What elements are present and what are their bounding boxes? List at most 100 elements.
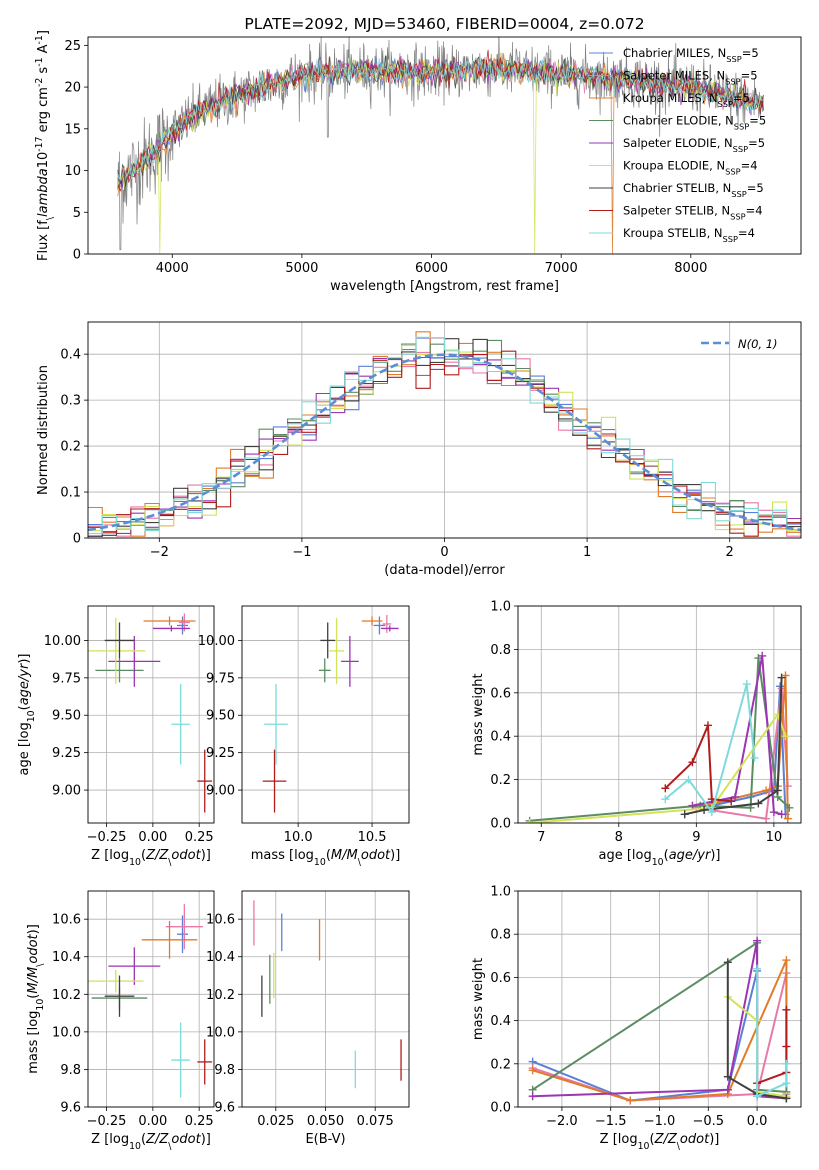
x-tick-label: −0.25	[87, 830, 127, 845]
x-axis-label: E(B-V)	[305, 1132, 345, 1147]
y-tick-label: 10.0	[206, 1025, 235, 1040]
y-tick-label: 9.00	[52, 784, 81, 799]
y-tick-label: 10.2	[52, 988, 81, 1003]
legend-entry: Chabrier MILES, NSSP=5	[623, 46, 759, 64]
x-tick-label: 0.050	[307, 1114, 344, 1129]
histogram-step-7	[88, 350, 801, 537]
model-line-8	[117, 57, 764, 182]
axes-frame	[517, 890, 802, 1108]
y-tick-label: 0.8	[490, 928, 511, 943]
overlay: −0.25 0.00 0.25 9.00 9.25 9.50 9.75 10.00 Z [log…	[17, 605, 215, 868]
axes-age-vs-mass: 10.0 10.5 9.00 9.25 9.50 9.75 10.00 mass [log10…	[198, 605, 410, 868]
legend-entry: Kroupa STELIB, NSSP=4	[623, 226, 755, 244]
axes-frame	[87, 605, 215, 824]
x-tick-label: 0.25	[185, 1114, 214, 1129]
errorbar-point	[176, 915, 189, 953]
errorbar-point	[382, 614, 392, 633]
x-tick-label: 9	[692, 830, 700, 845]
y-tick-label: 10.6	[52, 913, 81, 928]
plot-area	[88, 331, 801, 537]
errorbar-point	[108, 635, 161, 687]
y-tick-label: 5	[73, 206, 81, 221]
y-tick-label: 0.2	[490, 773, 511, 788]
y-tick-label: 0.2	[490, 1057, 511, 1072]
weight-marker	[753, 936, 762, 945]
errorbar-point	[262, 749, 287, 813]
errorbar-point	[197, 1039, 213, 1085]
errorbar-point	[152, 625, 190, 632]
overlay: 0.025 0.050 0.075 9.6 9.8 10.0 10.2 10.4 10.6 E(B…	[206, 890, 410, 1147]
y-tick-label: 0.4	[490, 730, 511, 745]
errorbar-point	[143, 616, 196, 626]
overlay: −2.0 −1.5 −1.0 −0.5 0.0 0.0 0.2 0.4 0.6 0.8 1.0 Z […	[471, 885, 802, 1152]
plot-area	[262, 614, 399, 813]
axes-frame	[241, 605, 410, 824]
overlay: 4000 5000 6000 7000 8000 0 5 10 15 20 25 wavelength…	[34, 30, 802, 294]
y-axis-label: mass weight	[471, 673, 486, 755]
weight-line-7	[756, 1009, 788, 1085]
weight-marker	[528, 1066, 537, 1075]
y-tick-label: 15	[64, 122, 81, 137]
x-tick-label: 8	[615, 830, 623, 845]
x-tick-label: 0.075	[357, 1114, 394, 1129]
y-tick-label: 10.4	[206, 950, 235, 965]
legend-entry: Salpeter STELIB, NSSP=4	[623, 204, 763, 222]
y-tick-label: 9.8	[60, 1063, 81, 1078]
y-tick-label: 0.2	[60, 440, 81, 455]
axes-weight-vs-Z: −2.0 −1.5 −1.0 −0.5 0.0 0.0 0.2 0.4 0.6 0.8 1.0 Z […	[471, 885, 802, 1152]
errorbar-point	[165, 904, 203, 950]
weight-marker	[742, 680, 751, 689]
weight-marker	[707, 808, 716, 817]
weight-marker	[528, 1092, 537, 1101]
weight-marker	[700, 805, 709, 814]
weight-marker	[680, 810, 689, 819]
errorbar-point	[380, 625, 399, 632]
overlay: 7 8 9 10 0.0 0.2 0.4 0.6 0.8 1.0 age [log10(age/yr…	[471, 600, 802, 868]
plot-area	[525, 651, 794, 823]
overlay: −2 −1 0 1 2 0 0.1 0.2 0.3 0.4 (data-model)/error No…	[36, 321, 802, 578]
x-axis-label: Z [log10(Z/Z\odot)]	[91, 848, 211, 868]
x-tick-label: 10.0	[284, 830, 313, 845]
axes-weight-vs-age: 7 8 9 10 0.0 0.2 0.4 0.6 0.8 1.0 age [log10(age/yr…	[471, 600, 802, 868]
errorbar-point	[104, 975, 135, 1017]
y-tick-label: 0.6	[490, 971, 511, 986]
weight-marker	[626, 1096, 635, 1105]
x-tick-label: 0.025	[257, 1114, 294, 1129]
weight-marker	[688, 801, 697, 810]
x-tick-label: −0.25	[87, 1114, 127, 1129]
errorbar-point	[141, 921, 198, 959]
y-tick-label: 1.0	[490, 885, 511, 900]
weight-marker	[661, 784, 670, 793]
weight-marker	[773, 786, 782, 795]
chart-title: PLATE=2092, MJD=53460, FIBERID=0004, z=0…	[244, 15, 644, 33]
weight-marker	[777, 673, 786, 682]
model-line-3	[117, 53, 764, 192]
y-tick-label: 0	[73, 532, 81, 547]
plot-area	[88, 904, 213, 1098]
plot-area	[253, 900, 402, 1089]
axes-frame	[87, 890, 215, 1108]
x-tick-label: −2	[150, 545, 169, 560]
legend-entry: Chabrier ELODIE, NSSP=5	[623, 114, 766, 132]
weight-marker	[783, 814, 792, 823]
x-tick-label: 2	[726, 545, 734, 560]
weight-marker	[762, 814, 771, 823]
weight-marker	[753, 1092, 762, 1101]
y-tick-label: 1.0	[490, 600, 511, 615]
y-tick-label: 9.6	[60, 1101, 81, 1116]
weight-marker	[758, 651, 767, 660]
weight-marker	[727, 797, 736, 806]
y-tick-label: 0.3	[60, 394, 81, 409]
y-tick-label: 9.00	[206, 784, 235, 799]
weight-marker	[731, 792, 740, 801]
x-tick-label: 1	[583, 545, 591, 560]
axes-frame	[241, 890, 410, 1108]
y-tick-label: 9.25	[52, 746, 81, 761]
x-tick-label: 0.00	[138, 830, 167, 845]
legend-entry: Salpeter ELODIE, NSSP=5	[623, 136, 765, 154]
errorbar-point	[171, 1022, 190, 1098]
weight-line-6	[726, 962, 787, 1100]
y-tick-label: 9.75	[52, 671, 81, 686]
y-axis-label: Normed distribution	[36, 365, 51, 495]
